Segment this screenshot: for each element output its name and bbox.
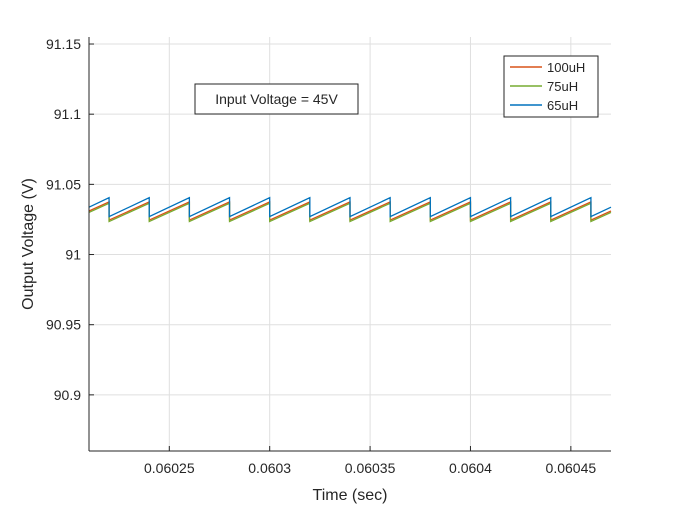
y-axis-label: Output Voltage (V) (20, 178, 37, 310)
legend-label-75uH: 75uH (547, 79, 578, 94)
legend: 100uH 75uH 65uH (503, 55, 599, 118)
y-tick-label: 91 (65, 247, 81, 263)
y-tick-label: 91.05 (46, 176, 81, 192)
x-axis-label: Time (sec) (313, 487, 388, 504)
x-tick-label: 0.06045 (546, 460, 597, 476)
x-tick-label: 0.06035 (345, 460, 396, 476)
annotation-text: Input Voltage = 45V (215, 91, 338, 107)
y-tick-label: 91.1 (54, 106, 81, 122)
series-group (88, 196, 612, 223)
axes (88, 37, 611, 452)
legend-label-65uH: 65uH (547, 98, 578, 113)
x-tick-label: 0.06025 (144, 460, 195, 476)
series-line-65uH (88, 196, 612, 218)
legend-label-100uH: 100uH (547, 60, 585, 75)
x-tick-label: 0.0603 (248, 460, 291, 476)
ticks: 0.06025 0.0603 0.06035 0.0604 0.06045 90.9 90.… (46, 36, 596, 476)
y-tick-label: 90.95 (46, 317, 81, 333)
y-tick-label: 90.9 (54, 387, 81, 403)
y-tick-label: 91.15 (46, 36, 81, 52)
x-tick-label: 0.0604 (449, 460, 492, 476)
annotation-box: Input Voltage = 45V (194, 83, 359, 115)
